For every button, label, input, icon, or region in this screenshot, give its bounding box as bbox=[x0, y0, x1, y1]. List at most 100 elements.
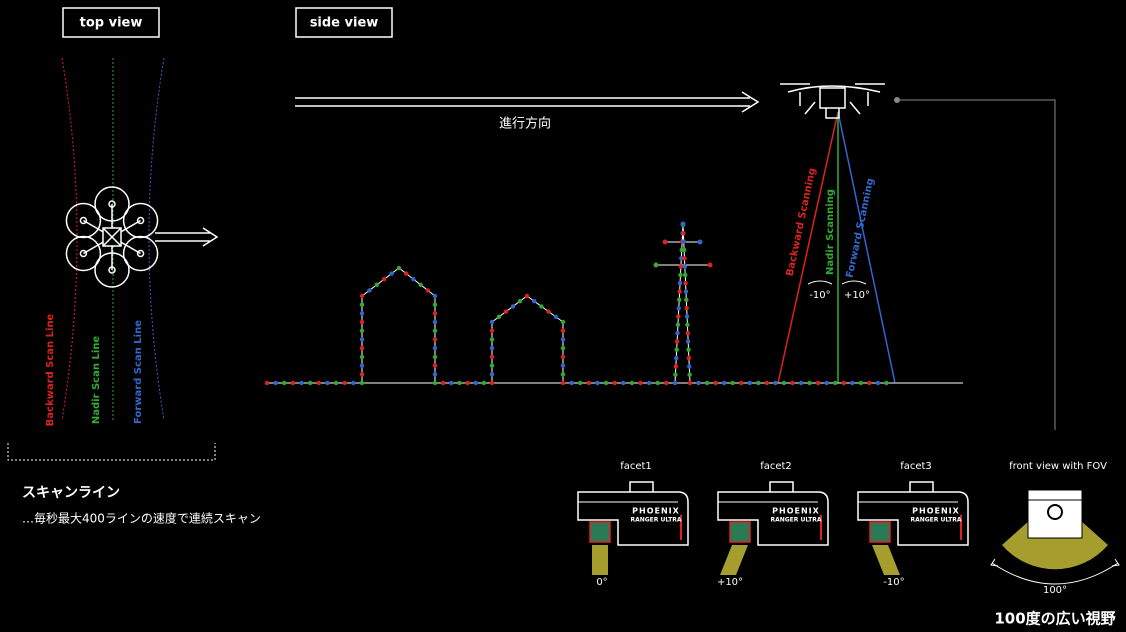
scan-dot bbox=[595, 380, 600, 386]
fov-arc bbox=[991, 562, 1119, 585]
scan-dot bbox=[824, 380, 829, 386]
top-arrow bbox=[155, 227, 219, 247]
scan-dot bbox=[621, 380, 626, 386]
direction-label: 進行方向 bbox=[499, 116, 551, 132]
scan-dot bbox=[273, 380, 278, 386]
forward-label: Forward Scan Line bbox=[133, 320, 144, 424]
scan-dot bbox=[682, 264, 688, 269]
scan-dot bbox=[675, 322, 681, 327]
scan-dot bbox=[503, 309, 509, 314]
scan-dot bbox=[681, 239, 686, 244]
side-drone bbox=[780, 83, 885, 119]
scan-dot bbox=[790, 380, 795, 386]
scan-dot bbox=[679, 256, 684, 261]
projection bbox=[720, 545, 748, 575]
scan-dot bbox=[432, 337, 438, 342]
scan-dot bbox=[489, 380, 495, 386]
scan-dot bbox=[662, 239, 668, 245]
scan-dot bbox=[681, 247, 687, 253]
scan-dot bbox=[532, 299, 537, 304]
scan-dot bbox=[290, 380, 296, 386]
rotor-hub bbox=[108, 200, 116, 208]
rotor bbox=[94, 252, 130, 288]
scan-dot bbox=[539, 304, 544, 309]
scan-dot bbox=[465, 380, 470, 386]
nadir-label: Nadir Scan Line bbox=[91, 336, 102, 425]
lens-window bbox=[729, 521, 751, 543]
scan-dot bbox=[858, 380, 864, 386]
scan-dot bbox=[686, 355, 692, 361]
scan-dot bbox=[678, 264, 684, 269]
model: RANGER ULTRA bbox=[630, 517, 681, 524]
scan-dot bbox=[524, 293, 530, 299]
rotor-hub bbox=[79, 249, 88, 258]
scan-dot bbox=[489, 354, 495, 360]
facet-label: facet2 bbox=[760, 461, 792, 472]
scan-dot bbox=[674, 355, 679, 361]
scan-dot bbox=[841, 380, 846, 386]
scan-dot bbox=[684, 314, 690, 319]
scan-dot bbox=[646, 380, 652, 386]
scan-dot bbox=[299, 380, 304, 386]
scan-dot bbox=[325, 380, 330, 386]
scan-dot bbox=[781, 380, 787, 386]
rotor-hub bbox=[79, 216, 88, 225]
scan-dot bbox=[673, 372, 678, 377]
brand: PHOENIX bbox=[632, 507, 680, 516]
scan-dot bbox=[432, 311, 438, 316]
scan-dot bbox=[681, 231, 686, 236]
scan-dot bbox=[683, 272, 688, 278]
scan-dot bbox=[457, 380, 462, 386]
scan-dot bbox=[677, 289, 682, 294]
scan-dot bbox=[678, 272, 683, 278]
scan-dot bbox=[359, 293, 365, 299]
scan-dot bbox=[496, 314, 502, 319]
connector bbox=[900, 99, 1056, 430]
scan-dot bbox=[359, 328, 365, 333]
camera-body bbox=[857, 481, 969, 546]
scan-dot bbox=[432, 328, 438, 333]
scan-dot bbox=[676, 314, 681, 319]
projection bbox=[592, 545, 608, 575]
facet-angle: -10° bbox=[883, 577, 904, 588]
rotor bbox=[122, 202, 159, 239]
scan-dot bbox=[685, 330, 690, 336]
scan-dot bbox=[560, 345, 566, 351]
fov-arrowheads bbox=[990, 558, 1120, 567]
angle-minus: -10° bbox=[809, 290, 830, 301]
scan-dot bbox=[449, 380, 454, 386]
front-camera bbox=[1027, 489, 1083, 539]
scan-dot bbox=[677, 281, 683, 286]
scan-dot bbox=[798, 380, 804, 386]
scan-dot bbox=[653, 262, 659, 268]
scan-dot bbox=[481, 380, 487, 386]
scan-dot bbox=[676, 305, 681, 311]
scan-dot bbox=[432, 354, 438, 360]
camera-body bbox=[577, 481, 689, 546]
scan-dot bbox=[432, 293, 438, 299]
scan-dot bbox=[382, 277, 387, 282]
rotor bbox=[94, 186, 130, 222]
front-label: front view with FOV bbox=[1009, 461, 1107, 472]
scan-dot bbox=[713, 380, 718, 386]
rotor-hub bbox=[136, 249, 145, 258]
rotor-hub bbox=[108, 266, 116, 274]
scan-dot bbox=[432, 319, 438, 325]
scan-dot bbox=[685, 339, 691, 344]
nadir-scanning: Nadir Scanning bbox=[825, 189, 836, 275]
scan-dot bbox=[404, 271, 409, 276]
scan-dot bbox=[418, 282, 423, 287]
scan-dot bbox=[316, 380, 322, 386]
top-drone bbox=[65, 186, 159, 288]
rotor bbox=[65, 235, 102, 272]
scan-dot bbox=[359, 354, 365, 360]
scan-dot bbox=[359, 372, 365, 377]
scan-dot bbox=[546, 309, 551, 314]
scan-dot bbox=[687, 364, 692, 369]
bracket bbox=[7, 443, 216, 461]
scan-dot bbox=[764, 380, 770, 386]
scan-dot bbox=[629, 380, 635, 386]
scan-dot bbox=[359, 311, 365, 316]
scan-dot bbox=[367, 288, 372, 293]
